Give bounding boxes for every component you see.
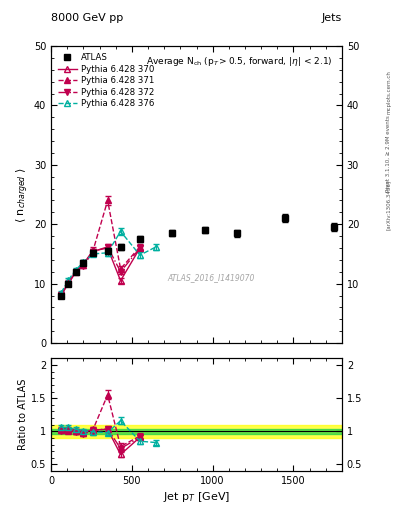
Y-axis label: ⟨ n$_{charged}$ ⟩: ⟨ n$_{charged}$ ⟩ xyxy=(15,166,31,223)
Text: 8000 GeV pp: 8000 GeV pp xyxy=(51,13,123,23)
Text: [arXiv:1306.3436]: [arXiv:1306.3436] xyxy=(386,180,391,230)
Y-axis label: Ratio to ATLAS: Ratio to ATLAS xyxy=(18,379,28,451)
Text: Jets: Jets xyxy=(321,13,342,23)
Legend: ATLAS, Pythia 6.428 370, Pythia 6.428 371, Pythia 6.428 372, Pythia 6.428 376: ATLAS, Pythia 6.428 370, Pythia 6.428 37… xyxy=(55,50,157,111)
Text: mcplots.cern.ch: mcplots.cern.ch xyxy=(386,70,391,114)
Text: Average N$_{\rm ch}$ (p$_T$$>$0.5, forward, |$\eta$| < 2.1): Average N$_{\rm ch}$ (p$_T$$>$0.5, forwa… xyxy=(147,55,333,68)
Text: ATLAS_2016_I1419070: ATLAS_2016_I1419070 xyxy=(167,273,255,282)
Text: Rivet 3.1.10, ≥ 2.9M events: Rivet 3.1.10, ≥ 2.9M events xyxy=(386,115,391,192)
X-axis label: Jet p$_T$ [GeV]: Jet p$_T$ [GeV] xyxy=(163,490,230,504)
